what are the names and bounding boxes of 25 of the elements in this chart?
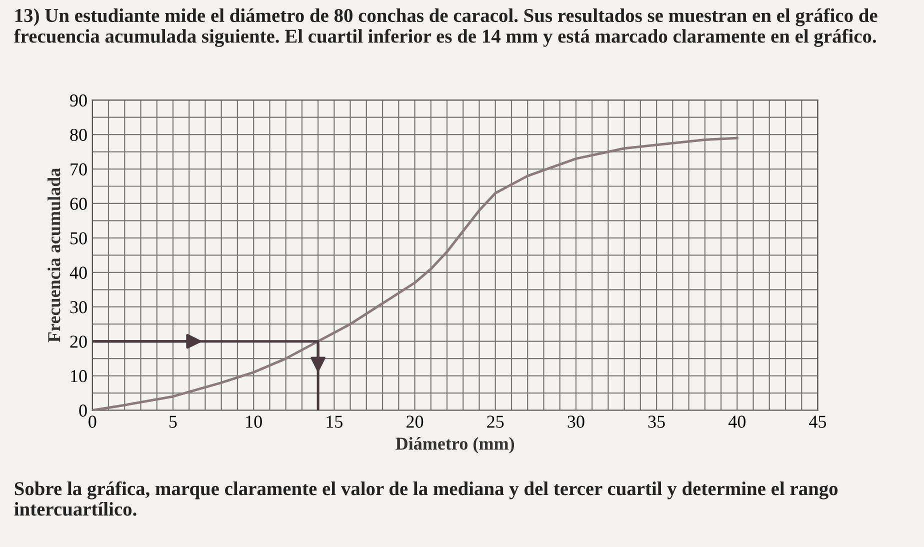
x-tick-label: 15: [326, 416, 342, 428]
y-tick-label: 0: [79, 404, 87, 417]
y-tick-label: 70: [70, 163, 87, 176]
y-axis-title: Frecuencia acumulada: [48, 168, 60, 342]
x-tick-label: 30: [568, 416, 584, 428]
x-tick-label: 10: [246, 416, 262, 428]
y-tick-label: 90: [70, 94, 87, 107]
x-tick-label: 40: [728, 416, 746, 428]
y-tick-label: 20: [70, 336, 87, 348]
x-axis-title: Diámetro (mm): [396, 437, 514, 454]
x-tick-label: 25: [487, 416, 504, 428]
x-tick-label: 0: [88, 416, 96, 428]
y-tick-label: 30: [70, 301, 87, 314]
y-tick-label: 50: [70, 232, 87, 244]
y-tick-label: 40: [70, 266, 87, 279]
chart-title: 13) Un estudiante mide el diámetro de 80 conchas de caracol. Sus resultados se muestran en el gráfico de frecuencia acumulada siguiente. El cuartil inferior es de 14 mm y está marcado claramente en el gráfico.: [14, 8, 878, 47]
x-tick-label: 45: [809, 416, 826, 428]
x-tick-label: 20: [406, 416, 424, 428]
text: Sobre la gráfica, marque claramente el valor de la mediana y del tercer cuartil y determine el rango intercuartílico.: [14, 481, 838, 516]
x-tick-label: 5: [170, 416, 177, 428]
x-tick-label: 35: [648, 416, 665, 428]
y-tick-label: 80: [70, 128, 87, 142]
y-tick-label: 60: [70, 198, 87, 210]
y-tick-label: 10: [71, 370, 87, 382]
line-series: [92, 136, 738, 410]
